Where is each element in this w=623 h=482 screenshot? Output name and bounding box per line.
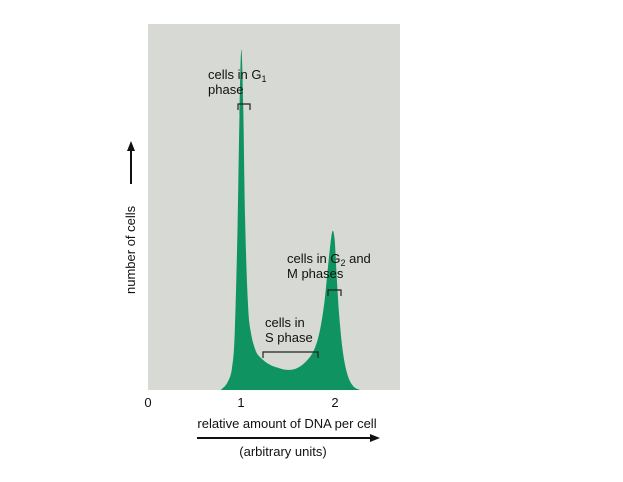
annotation-s-line2: S phase (265, 330, 313, 345)
annotation-g1-line2: phase (208, 82, 243, 97)
annotation-g2m-line1: cells in G2 and (287, 251, 371, 268)
annotation-s-line1: cells in (265, 315, 305, 330)
dna-distribution-area (220, 49, 360, 391)
annotation-g2m-bracket (327, 289, 342, 296)
x-tick-0: 0 (144, 395, 151, 410)
x-axis-label: relative amount of DNA per cell (197, 416, 376, 431)
x-tick-1: 1 (237, 395, 244, 410)
annotation-g2m-line2: M phases (287, 266, 344, 281)
y-axis-arrow-head (127, 141, 135, 151)
annotation-s-bracket (262, 351, 319, 358)
x-tick-2: 2 (331, 395, 338, 410)
x-axis-units: (arbitrary units) (239, 444, 326, 459)
annotation-g1-line1: cells in G1 (208, 67, 266, 84)
x-axis-arrow-head (370, 434, 380, 442)
plot-background (148, 24, 400, 390)
y-axis-label: number of cells (123, 205, 138, 294)
annotation-g1-bracket (237, 103, 251, 110)
